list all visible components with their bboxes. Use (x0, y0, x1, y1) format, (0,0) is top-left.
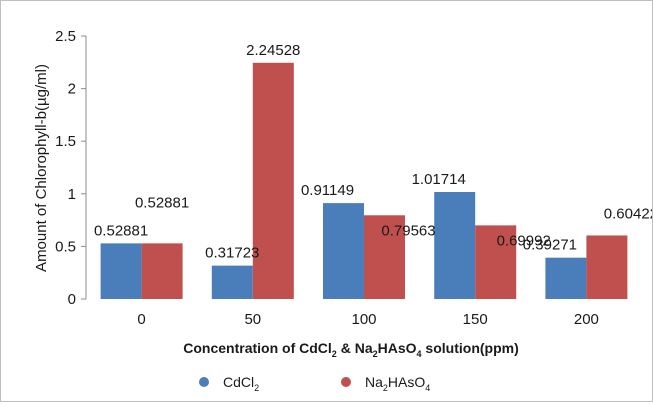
x-axis-title-subscript: 2 (332, 349, 337, 359)
y-tick-label: 0.5 (55, 238, 76, 255)
bar-series-1-150 (475, 225, 517, 299)
legend-label-subscript: 2 (254, 383, 259, 393)
y-tick-label: 2 (68, 81, 76, 98)
x-tick-label: 50 (244, 311, 261, 328)
legend-label-subscript: 2 (383, 383, 388, 393)
y-axis (81, 35, 87, 300)
bar-series-0-150 (434, 191, 476, 299)
y-tick-labels: 0 0.5 1 1.5 2 2.5 (55, 28, 76, 308)
data-label-series-0-0: 0.52881 (94, 222, 148, 239)
data-label-series-1-50: 2.24528 (246, 42, 300, 59)
bar-series-0-100 (323, 203, 364, 299)
x-tick-label: 200 (574, 311, 599, 328)
y-tick-label: 0 (68, 291, 76, 308)
x-axis-title-part: & Na (337, 340, 373, 356)
legend-swatch-cdcl2 (199, 377, 209, 387)
bar-series-1-100 (364, 215, 405, 299)
bar-series-1-50 (252, 62, 294, 300)
data-label-series-0-150: 1.01714 (412, 171, 466, 188)
x-axis-title-part: Concentration of CdCl (183, 340, 332, 356)
legend-label-part: HAsO (388, 374, 425, 390)
legend-label-subscript: 4 (425, 383, 430, 393)
legend-label-na2hasO4: Na2HAsO4 (365, 374, 430, 393)
bar-series-1-200 (586, 235, 628, 299)
legend-label-cdcl2: CdCl2 (223, 374, 259, 393)
data-label-series-1-0: 0.52881 (135, 194, 189, 211)
x-tick-labels: 0 50 100 150 200 (137, 311, 598, 328)
y-tick-label: 2.5 (55, 28, 76, 45)
x-tick-label: 0 (137, 311, 145, 328)
data-label-series-0-100: 0.91149 (301, 182, 354, 199)
x-axis-title: Concentration of CdCl2 & Na2HAsO4 soluti… (183, 340, 519, 359)
bar-series-0-50 (211, 265, 253, 299)
data-label-series-0-50: 0.31723 (205, 245, 259, 262)
data-label-series-1-200: 0.60422 (604, 205, 652, 222)
x-axis-title-subscript: 2 (373, 349, 378, 359)
bars (100, 62, 628, 300)
y-tick-label: 1 (68, 186, 76, 203)
x-axis-title-part: solution(ppm) (422, 340, 519, 356)
legend-label-part: CdCl (223, 374, 254, 390)
legend-swatch-na2hasO4 (341, 377, 351, 387)
data-labels: 0.52881 0.52881 0.31723 2.24528 0.91149 0.795… (94, 42, 653, 262)
legend: CdCl2 Na2HAsO4 (199, 374, 430, 393)
x-axis-title-part: HAsO (378, 340, 417, 356)
x-tick-label: 100 (351, 311, 376, 328)
data-label-series-1-150: 0.69992 (497, 232, 551, 249)
y-axis-title: Amount of Chlorophyll-b(µg/ml) (33, 64, 50, 272)
x-axis-title-subscript: 4 (417, 349, 422, 359)
data-label-series-1-100: 0.79563 (381, 222, 435, 239)
bar-series-0-0 (100, 243, 142, 299)
bar-series-1-0 (141, 243, 183, 299)
legend-label-part: Na (365, 374, 383, 390)
y-tick-label: 1.5 (55, 133, 76, 150)
x-tick-label: 150 (463, 311, 488, 328)
data-label-series-0-200: 0.39271 (523, 237, 577, 254)
bar-series-0-200 (545, 257, 587, 299)
